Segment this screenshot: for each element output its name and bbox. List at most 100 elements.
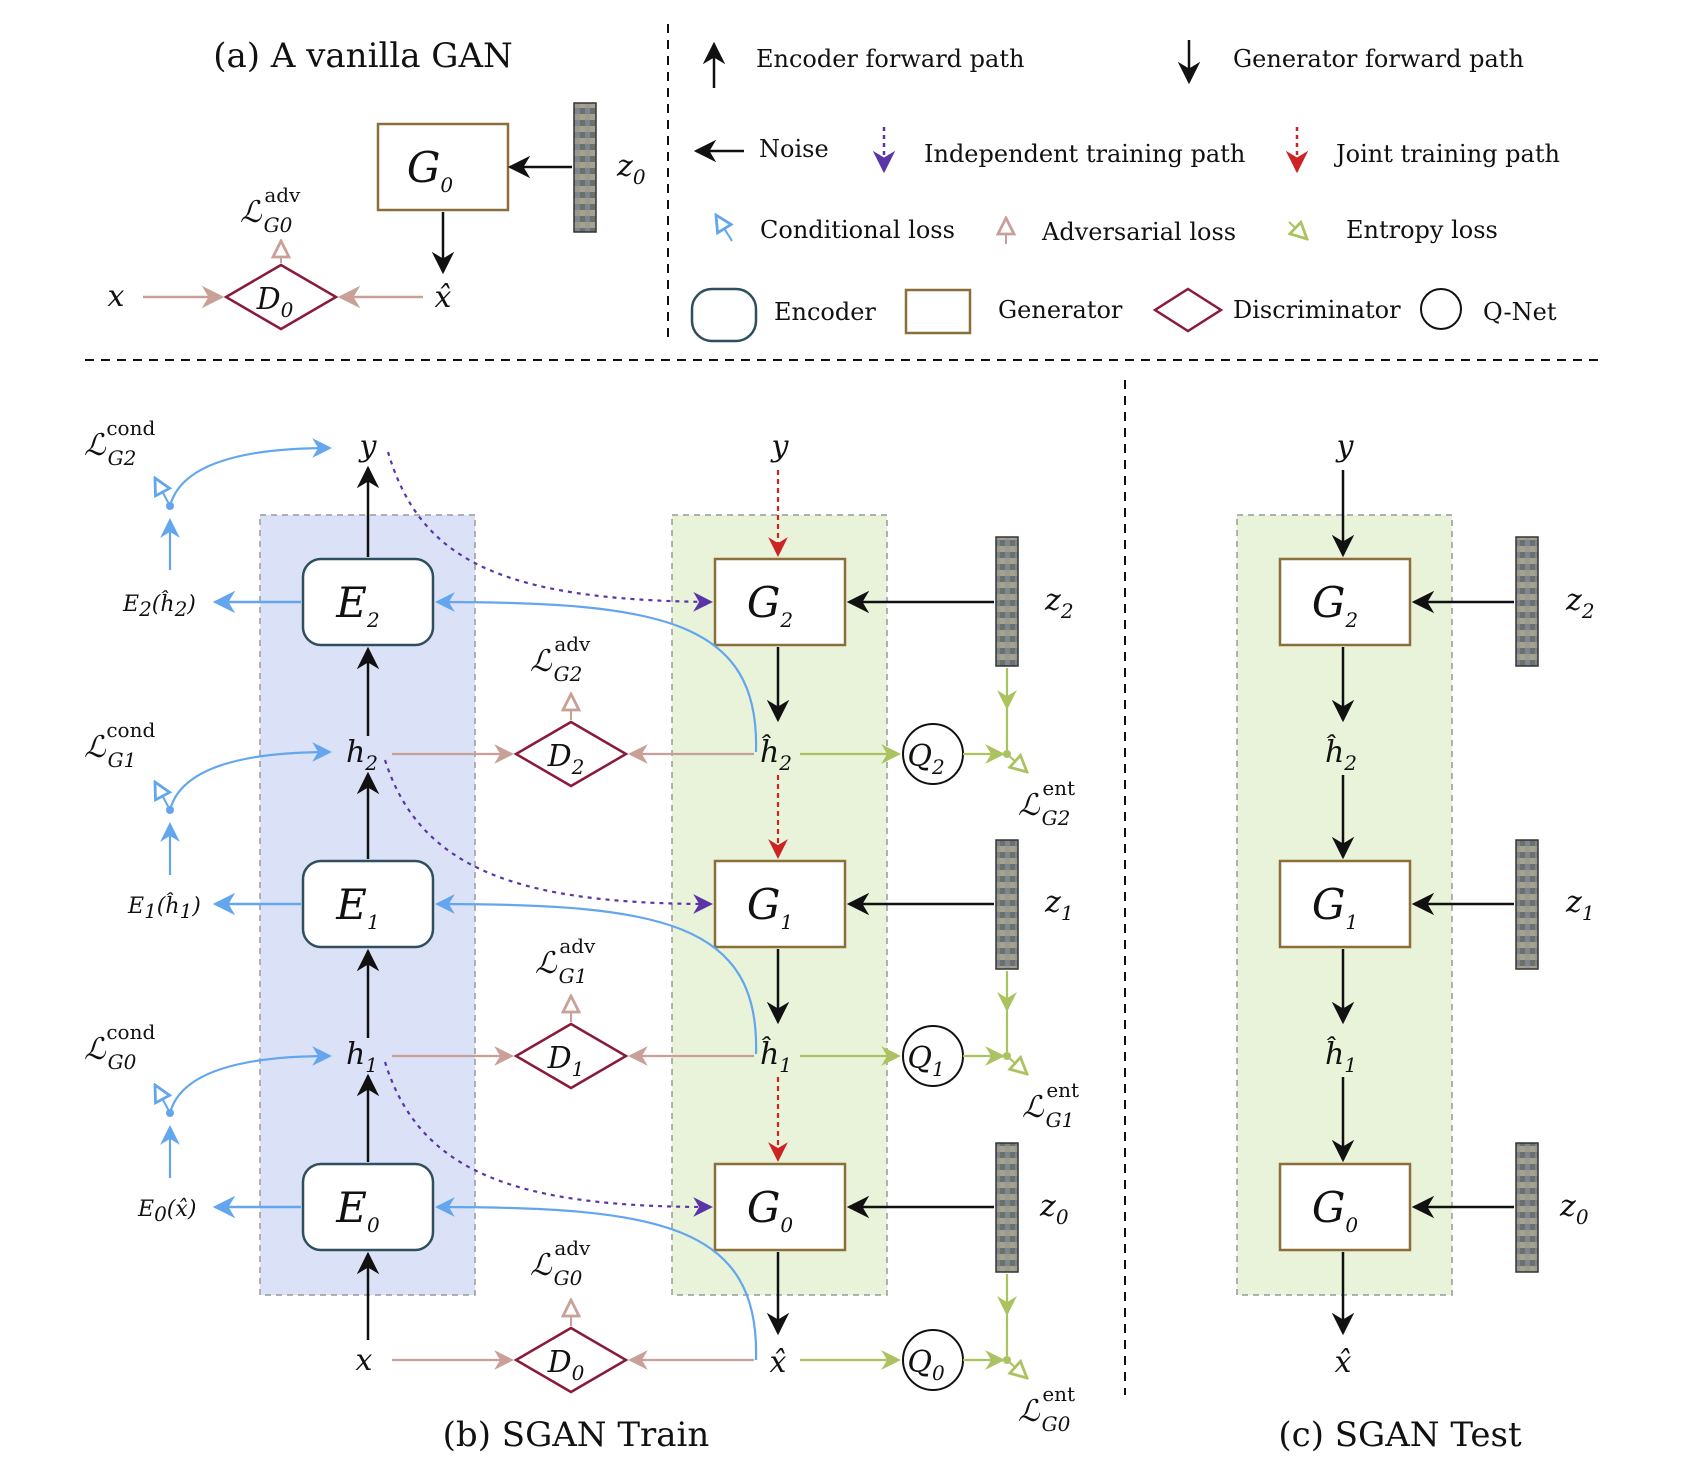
a-noise-bar <box>573 102 597 233</box>
generator-g0-label: G0 <box>747 1183 794 1237</box>
cond-node-1 <box>166 806 174 814</box>
legend-noise-label: Noise <box>759 135 829 163</box>
panel-sgan-train: E2 E1 E0 y h2 h1 x E2(ĥ2) E1(ĥ1) E0(x̂) … <box>84 416 1079 1455</box>
a-discriminator-label: D0 <box>256 282 294 322</box>
a-discriminator <box>223 263 339 331</box>
a-xhat: x̂ <box>435 280 452 315</box>
legend-independent-label: Independent training path <box>924 140 1245 168</box>
legend-encoder-forward-label: Encoder forward path <box>756 45 1024 73</box>
legend-conditional-label: Conditional loss <box>760 216 955 244</box>
train-h2: h2 <box>346 735 378 775</box>
a-adv-loss-label: ℒ G0adv <box>240 183 301 237</box>
cond-loss-arrow-2 <box>155 478 170 507</box>
generator-g2 <box>713 557 847 647</box>
entropy-loss-arrow-1 <box>1006 1056 1027 1074</box>
e1-output-label: E1(ĥ1) <box>127 892 201 923</box>
encoder-e1 <box>301 859 435 949</box>
train-h1: h1 <box>346 1037 378 1077</box>
test-generator-g0 <box>1278 1162 1412 1252</box>
test-noise-label-z1: z1 <box>1565 885 1595 925</box>
noise-label-z2: z2 <box>1044 583 1074 623</box>
legend-qnet-label: Q-Net <box>1483 298 1557 326</box>
cond-node-2 <box>166 502 174 510</box>
legend-generator-forward-label: Generator forward path <box>1233 45 1524 73</box>
noise-label-z1: z1 <box>1044 885 1074 925</box>
cond-arc-0 <box>168 1046 332 1114</box>
e0-output-label: E0(x̂) <box>137 1197 196 1226</box>
legend-encoder-shape <box>690 287 758 343</box>
indep-path-y-g2 <box>386 451 713 612</box>
train-h2hat: ĥ2 <box>760 734 792 775</box>
qnet-q1-label: Q1 <box>907 1041 944 1081</box>
test-noise-bar-z0 <box>1515 1142 1539 1273</box>
blue-curve-h1hat-e1 <box>435 894 758 1055</box>
test-y: y <box>1335 429 1355 464</box>
legend-discriminator-shape <box>1152 287 1224 333</box>
train-y-gen: y <box>770 429 790 464</box>
discriminator-d1-label: D1 <box>547 1041 585 1081</box>
caption-c: (c) SGAN Test <box>1278 1415 1522 1455</box>
generator-g1-label: G1 <box>747 880 793 934</box>
test-noise-bar-z1 <box>1515 839 1539 970</box>
legend-joint-label: Joint training path <box>1333 140 1560 168</box>
encoder-e1-label: E1 <box>335 880 379 934</box>
adv-loss-label-g1: ℒ G1adv <box>535 934 596 988</box>
test-h1hat: ĥ1 <box>1325 1036 1357 1077</box>
cond-loss-label-1: ℒ G1cond <box>84 718 155 772</box>
encoder-e2-label: E2 <box>335 578 379 632</box>
entropy-loss-arrow-0 <box>1006 1360 1027 1378</box>
adv-loss-label-g2: ℒ G2adv <box>530 632 591 686</box>
cond-arc-2 <box>168 438 332 507</box>
caption-b: (b) SGAN Train <box>443 1415 710 1455</box>
generator-g1 <box>713 859 847 949</box>
discriminator-d0-label: D0 <box>547 1345 585 1385</box>
adv-loss-label-g0: ℒ G0adv <box>530 1236 591 1290</box>
legend-entropy-icon <box>1289 222 1307 239</box>
entropy-loss-arrow-2 <box>1006 754 1027 772</box>
qnet-q0-label: Q0 <box>907 1345 945 1385</box>
encoder-e0 <box>301 1162 435 1252</box>
discriminator-d0 <box>513 1326 629 1394</box>
entropy-loss-label-0: ℒ G0ent <box>1018 1382 1075 1436</box>
generator-g0 <box>713 1162 847 1252</box>
legend-qnet-shape <box>1420 288 1462 330</box>
panel-vanilla-gan: (a) A vanilla GAN G0 z0 x̂ x D0 ℒ G0adv <box>108 36 646 331</box>
cond-loss-label-0: ℒ G0cond <box>84 1020 155 1074</box>
test-generator-g2 <box>1278 557 1412 647</box>
test-generator-g0-label: G0 <box>1312 1183 1359 1237</box>
noise-bar-z0 <box>995 1142 1019 1273</box>
test-xhat: x̂ <box>1335 1345 1352 1380</box>
panel-sgan-test: y G2 G1 G0 ĥ2 ĥ1 x̂ z2 z1 z0 (c) SGAN Te… <box>1236 429 1595 1455</box>
cond-loss-arrow-0 <box>155 1085 170 1114</box>
legend-generator-label: Generator <box>998 296 1123 324</box>
e2-output-label: E2(ĥ2) <box>122 590 196 621</box>
legend-discriminator-label: Discriminator <box>1233 296 1401 324</box>
train-xhat: x̂ <box>770 1345 787 1380</box>
train-y-enc: y <box>358 429 378 464</box>
legend-adversarial-label: Adversarial loss <box>1041 218 1236 246</box>
qnet-q2-label: Q2 <box>907 739 944 779</box>
a-noise-label: z0 <box>616 149 646 189</box>
a-generator-label: G0 <box>407 143 454 197</box>
a-x: x <box>108 279 125 314</box>
test-generator-g1 <box>1278 859 1412 949</box>
discriminator-d2-label: D2 <box>547 739 585 779</box>
entropy-loss-label-2: ℒ G2ent <box>1018 776 1075 830</box>
caption-a: (a) A vanilla GAN <box>213 36 513 76</box>
test-generator-g2-label: G2 <box>1312 578 1358 632</box>
encoder-e2 <box>301 557 435 647</box>
cond-loss-label-2: ℒ G2cond <box>84 416 155 470</box>
noise-bar-z2 <box>995 536 1019 667</box>
noise-label-z0: z0 <box>1039 1189 1069 1229</box>
train-x: x <box>356 1343 373 1378</box>
train-h1hat: ĥ1 <box>760 1036 792 1077</box>
test-h2hat: ĥ2 <box>1325 734 1357 775</box>
cond-loss-arrow-1 <box>155 782 170 811</box>
test-noise-label-z0: z0 <box>1559 1189 1589 1229</box>
discriminator-d2 <box>513 720 629 788</box>
legend-encoder-label: Encoder <box>774 298 876 326</box>
a-generator-box <box>376 122 510 212</box>
blue-curve-xhat-e0 <box>435 1197 758 1361</box>
noise-bar-z1 <box>995 839 1019 970</box>
